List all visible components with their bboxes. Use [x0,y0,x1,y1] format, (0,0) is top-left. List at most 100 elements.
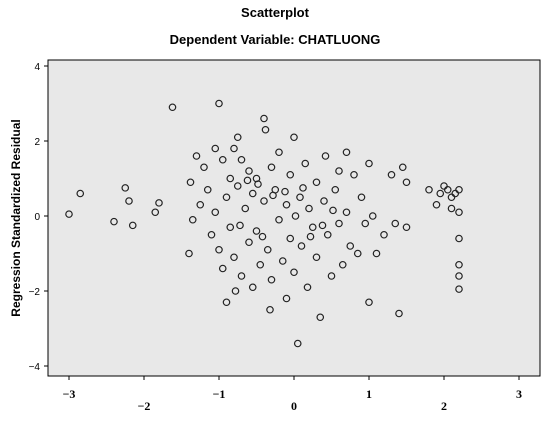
data-point [186,178,195,187]
data-point [402,178,411,187]
data-point [318,221,327,230]
data-point [346,242,355,250]
x-axis-ticks: −3 −2 −1 0 1 2 3 [63,376,522,413]
data-points [65,99,463,348]
data-point [282,200,291,209]
data-point [335,167,343,175]
data-point [231,287,240,295]
y-tick-label: 4 [34,62,40,73]
data-point [151,208,160,217]
data-point [425,185,433,194]
data-point [241,204,250,213]
data-point [303,283,312,292]
y-axis-label: Regression Standardized Residual [9,119,23,316]
data-point [237,155,246,164]
data-point [278,257,287,265]
data-point [233,133,242,142]
y-tick-label: 2 [34,137,40,148]
data-point [252,227,261,235]
data-point [260,114,268,123]
data-point [233,182,242,190]
data-point [455,234,463,243]
data-point [290,133,298,142]
data-point [329,206,337,215]
data-point [245,238,253,247]
data-point [342,208,351,217]
data-point [353,249,362,258]
data-point [368,212,377,220]
x-tick-label: 0 [291,399,297,413]
data-point [203,185,212,194]
data-point [263,245,272,254]
data-point [65,210,73,218]
data-point [226,223,235,232]
data-point [323,230,332,239]
data-point [260,197,268,205]
data-point [110,217,118,226]
data-point [387,170,396,179]
data-point [455,260,463,269]
data-point [395,309,403,318]
data-point [305,204,313,213]
data-point [327,272,336,280]
data-point [316,313,325,322]
data-point [432,200,441,209]
data-point [254,180,262,188]
data-point [200,163,208,172]
data-point [338,260,347,269]
data-point [215,245,223,254]
data-point [282,294,291,303]
data-point [230,144,238,153]
data-point [222,298,231,307]
data-point [245,167,253,175]
chart-title: Scatterplot [241,5,310,20]
data-point [258,232,267,241]
data-point [211,208,220,217]
data-point [267,163,276,172]
data-point [237,272,246,280]
data-point [436,189,445,198]
data-point [306,232,315,241]
y-axis-ticks: −4 −2 0 2 4 [29,62,48,373]
data-point [291,212,300,220]
data-point [455,272,463,280]
x-tick-label: 2 [441,399,447,413]
data-point [455,285,463,293]
data-point [128,221,137,230]
chart-subtitle: Dependent Variable: CHATLUONG [170,32,381,47]
data-point [155,199,163,207]
data-point [218,155,227,164]
data-point [196,200,205,209]
data-point [215,99,223,108]
y-tick-label: −4 [29,362,41,373]
data-point [121,184,130,192]
data-point [455,185,463,194]
data-point [248,189,257,198]
data-point [301,159,310,168]
data-point [275,215,283,224]
data-point [218,264,227,273]
data-point [230,253,238,262]
x-tick-label: −2 [138,399,151,413]
data-point [321,152,330,160]
data-point [226,174,235,183]
data-point [168,103,177,112]
y-tick-label: −2 [29,287,41,298]
x-tick-label: 1 [366,387,372,401]
data-point [312,178,321,187]
data-point [372,249,381,258]
data-point [185,249,193,258]
data-point [266,305,274,314]
data-point [402,223,411,232]
data-point [398,163,407,172]
data-point [297,242,306,250]
data-point [256,260,265,269]
data-point [361,219,370,228]
y-tick-label: 0 [34,212,40,223]
data-point [222,193,231,202]
data-point [380,230,388,239]
data-point [211,144,220,153]
data-point [335,219,343,228]
data-point [207,230,216,239]
